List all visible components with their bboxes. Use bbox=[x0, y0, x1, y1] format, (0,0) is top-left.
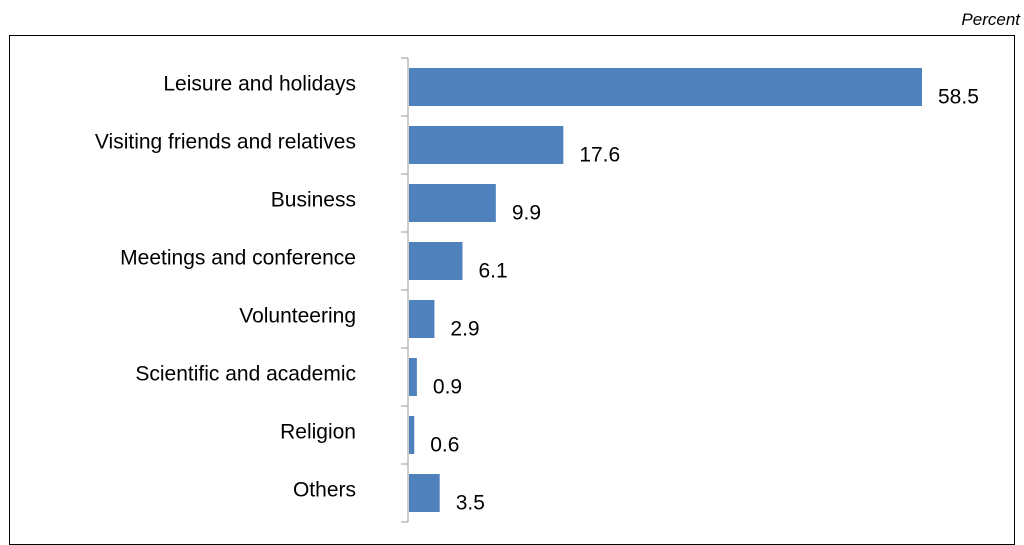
bar bbox=[409, 126, 564, 164]
category-label: Leisure and holidays bbox=[163, 73, 356, 96]
value-label: 17.6 bbox=[579, 144, 620, 167]
value-label: 9.9 bbox=[512, 202, 541, 225]
category-labels: Leisure and holidays Visiting friends and… bbox=[95, 73, 356, 502]
bar bbox=[409, 68, 922, 106]
value-label: 3.5 bbox=[456, 492, 485, 515]
value-label: 58.5 bbox=[938, 86, 979, 109]
category-label: Meetings and conference bbox=[120, 247, 356, 270]
value-labels: 58.5 17.6 9.9 6.1 2.9 0.9 0.6 3.5 bbox=[430, 86, 979, 515]
category-axis bbox=[401, 57, 409, 523]
category-label: Scientific and academic bbox=[135, 363, 356, 386]
value-label: 2.9 bbox=[450, 318, 479, 341]
value-label: 0.9 bbox=[433, 376, 462, 399]
bar bbox=[409, 474, 440, 512]
bar bbox=[409, 300, 435, 338]
bar bbox=[409, 184, 496, 222]
chart-frame bbox=[9, 35, 1015, 545]
value-label: 6.1 bbox=[478, 260, 507, 283]
bar bbox=[409, 242, 463, 280]
bars bbox=[409, 68, 922, 512]
category-label: Volunteering bbox=[239, 305, 356, 328]
category-label: Others bbox=[293, 479, 356, 502]
category-label: Visiting friends and relatives bbox=[95, 131, 356, 154]
category-label: Business bbox=[271, 189, 356, 212]
bar bbox=[409, 416, 415, 454]
bar bbox=[409, 358, 417, 396]
value-label: 0.6 bbox=[430, 434, 459, 457]
category-label: Religion bbox=[280, 421, 356, 444]
unit-label: Percent bbox=[961, 10, 1020, 29]
